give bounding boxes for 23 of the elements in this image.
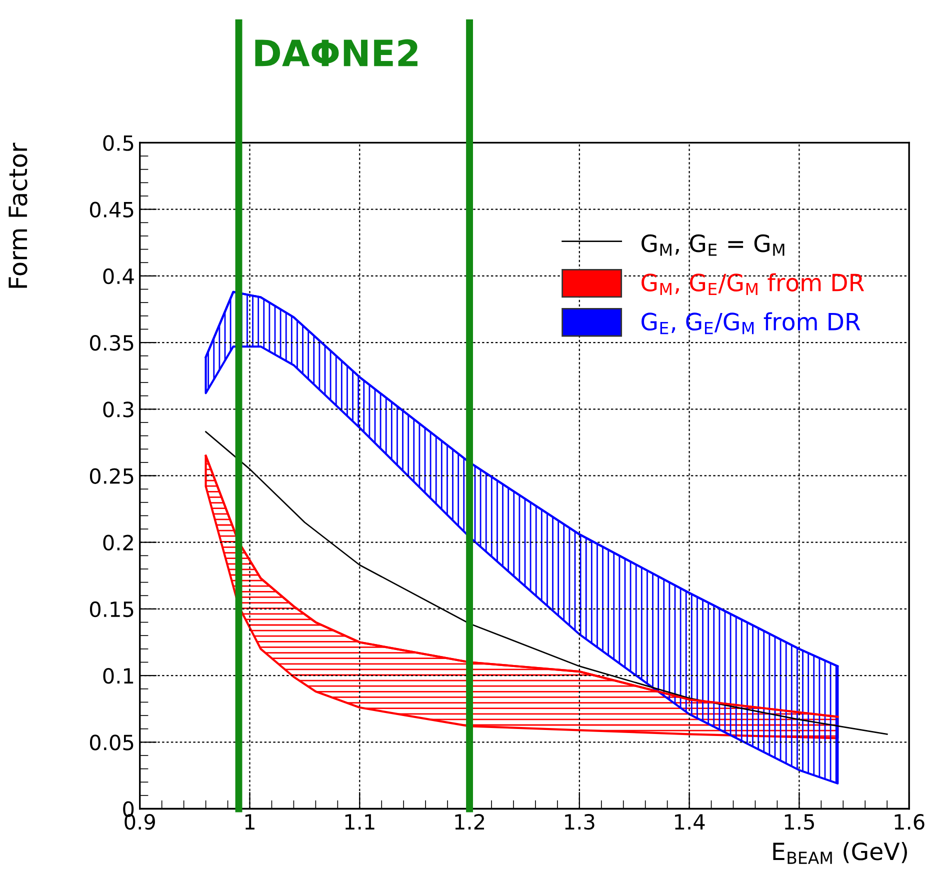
y-tick-label: 0.5 — [103, 135, 134, 151]
x-tick-label: 1.1 — [345, 814, 374, 830]
y-tick-label: 0.25 — [90, 468, 134, 484]
x-tick-label: 1.2 — [455, 814, 484, 830]
y-tick-label: 0.1 — [103, 668, 134, 684]
x-tick-label: 1.6 — [894, 814, 924, 830]
x-tick-label: 1 — [245, 814, 254, 830]
y-tick-label: 0.45 — [90, 202, 134, 218]
x-axis-title: E$_{BEAM}$ (GeV) — [773, 842, 907, 864]
x-tick-label: 1.5 — [784, 814, 814, 830]
y-tick-label: 0.3 — [103, 402, 134, 418]
y-tick-label: 0.05 — [90, 734, 134, 750]
legend-label: G$_{M}$, G$_{E}$ = G$_{M}$ — [642, 234, 784, 256]
x-tick-label: 1.4 — [675, 814, 705, 830]
ref-line-label: DAΦNE2 — [255, 39, 418, 66]
y-tick-label: 0.2 — [103, 534, 133, 551]
legend-label: G$_{M}$, G$_{E}$/G$_{M}$ from DR — [642, 273, 864, 296]
legend-label: G$_{E}$, G$_{E}$/G$_{M}$ from DR — [642, 312, 860, 334]
y-axis-title: Form Factor — [8, 142, 28, 288]
y-tick-label: 0.15 — [90, 601, 134, 618]
y-tick-label: 0.35 — [90, 334, 134, 351]
x-tick-label: 1.3 — [565, 814, 594, 830]
y-tick-label: 0.4 — [103, 268, 134, 284]
